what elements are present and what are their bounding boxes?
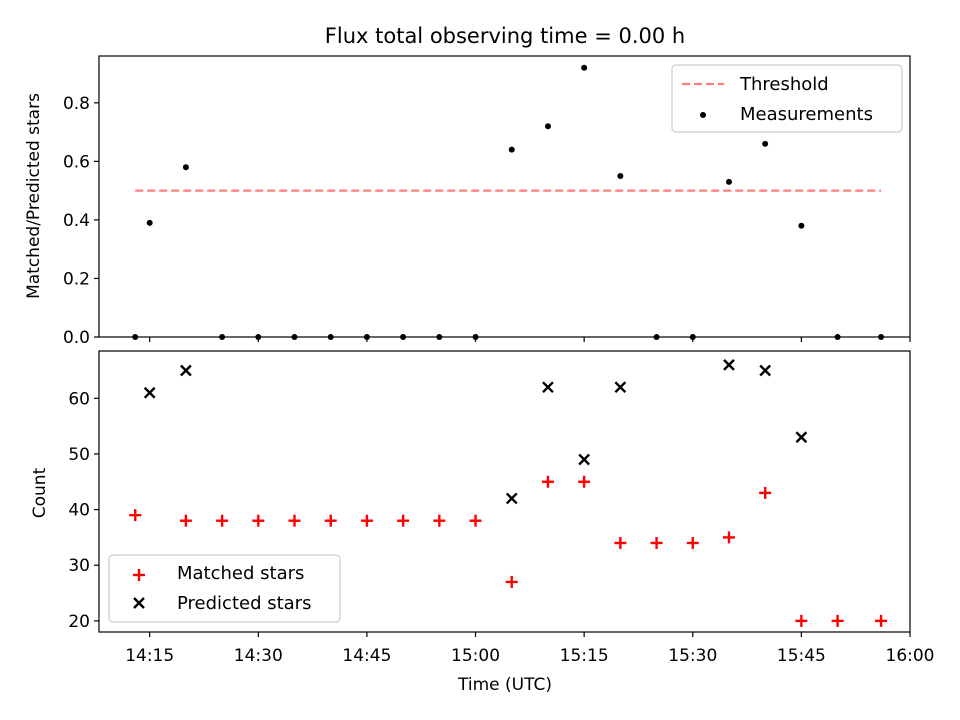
predicted-star-point: [795, 431, 808, 444]
count-legend-box: [108, 554, 341, 623]
matched-star-point: [759, 486, 772, 499]
x-tick-label: 14:45: [342, 646, 391, 666]
measurement-point: [400, 334, 407, 340]
matched-star-point: [360, 514, 373, 527]
measurement-point: [653, 334, 660, 340]
predicted-star-point: [180, 364, 192, 377]
matched-star-point: [469, 514, 482, 527]
count-panel: 20 30 40 50 60 14:15 14:30 14:45 15:00 15:15 15:30…: [30, 350, 935, 695]
matched-star-point: [686, 536, 699, 549]
matched-star-point: [795, 614, 808, 627]
measurement-point: [327, 334, 334, 340]
measurement-point: [255, 334, 262, 340]
measurement-point: [798, 222, 805, 229]
matched-star-point: [722, 531, 735, 544]
matched-star-point: [179, 514, 192, 527]
matched-star-point: [578, 475, 591, 488]
matched-star-point: [397, 514, 410, 527]
measurement-point: [291, 334, 298, 340]
ratio-y-tick-label: 0.4: [63, 211, 90, 231]
count-y-tick-label: 60: [68, 389, 90, 409]
matched-star-point: [324, 514, 337, 527]
matched-star-point: [650, 536, 663, 549]
count-y-tick-label: 40: [68, 501, 90, 521]
predicted-star-point: [723, 359, 735, 371]
predicted-star-point: [578, 453, 591, 466]
measurement-point: [617, 173, 624, 180]
ratio-y-tick-label: 0.8: [63, 94, 90, 114]
ratio-y-tick-label: 0.0: [63, 328, 90, 348]
predicted-star-point: [505, 492, 518, 505]
x-axis-label: Time (UTC): [457, 675, 552, 695]
count-ticks: 20 30 40 50 60 14:15 14:30 14:45 15:00 15:15 15:30…: [68, 389, 934, 666]
measurement-point: [436, 334, 443, 340]
measurement-point: [689, 334, 696, 340]
measurement-point: [762, 140, 769, 147]
predicted-legend-label: Predicted stars: [177, 593, 311, 614]
ratio-panel: 0.00.20.40.60.8 Matched/Predicted stars …: [24, 55, 911, 348]
ratio-y-axis-label: Matched/Predicted stars: [24, 93, 44, 299]
count-y-axis-label: Count: [30, 467, 50, 518]
ratio-y-tick-label: 0.6: [63, 152, 90, 172]
predicted-legend-swatch: [133, 597, 145, 609]
matched-star-point: [252, 514, 265, 527]
x-tick-label: 15:15: [560, 646, 609, 666]
measurement-point: [219, 334, 226, 340]
measurements-legend-swatch: [700, 112, 706, 118]
matched-star-point: [129, 509, 142, 522]
x-tick-label: 15:30: [668, 646, 717, 666]
measurement-point: [132, 334, 139, 340]
count-marks: [129, 359, 888, 627]
predicted-star-point: [542, 381, 554, 394]
x-tick-label: 16:00: [886, 646, 935, 666]
matched-star-point: [505, 575, 518, 588]
measurement-point: [725, 178, 732, 185]
matched-star-point: [614, 536, 627, 549]
measurement-point: [363, 334, 370, 340]
count-y-tick-label: 30: [68, 556, 90, 576]
x-tick-label: 14:15: [125, 646, 174, 666]
measurement-point: [878, 334, 885, 340]
ratio-y-tick-label: 0.2: [63, 269, 90, 289]
predicted-star-point: [759, 364, 772, 377]
ratio-marks: [132, 64, 885, 340]
threshold-legend-label: Threshold: [739, 74, 829, 95]
measurement-point: [146, 219, 153, 226]
matched-star-point: [216, 514, 229, 527]
measurement-point: [182, 164, 189, 171]
matched-star-point: [875, 614, 888, 627]
x-tick-label: 15:00: [451, 646, 500, 666]
measurement-point: [834, 334, 841, 340]
predicted-star-point: [143, 386, 156, 399]
matched-star-point: [433, 514, 446, 527]
ratio-legend-box: [671, 64, 903, 133]
measurement-point: [472, 334, 479, 340]
predicted-star-point: [614, 381, 627, 394]
x-tick-label: 15:45: [777, 646, 826, 666]
matched-legend-swatch: [133, 569, 145, 581]
measurement-point: [508, 146, 515, 153]
measurement-point: [544, 123, 551, 130]
measurement-point: [581, 64, 588, 71]
count-y-tick-label: 50: [68, 445, 90, 465]
count-legend: Matched stars Predicted stars: [108, 554, 341, 623]
chart-title: Flux total observing time = 0.00 h: [325, 24, 685, 48]
matched-star-point: [541, 475, 554, 488]
matched-star-point: [288, 514, 301, 527]
matched-star-point: [831, 614, 844, 627]
matched-legend-label: Matched stars: [177, 563, 304, 584]
ratio-legend: Threshold Measurements: [671, 64, 903, 133]
count-y-tick-label: 20: [68, 612, 90, 632]
x-tick-label: 14:30: [234, 646, 283, 666]
measurements-legend-label: Measurements: [740, 104, 873, 125]
